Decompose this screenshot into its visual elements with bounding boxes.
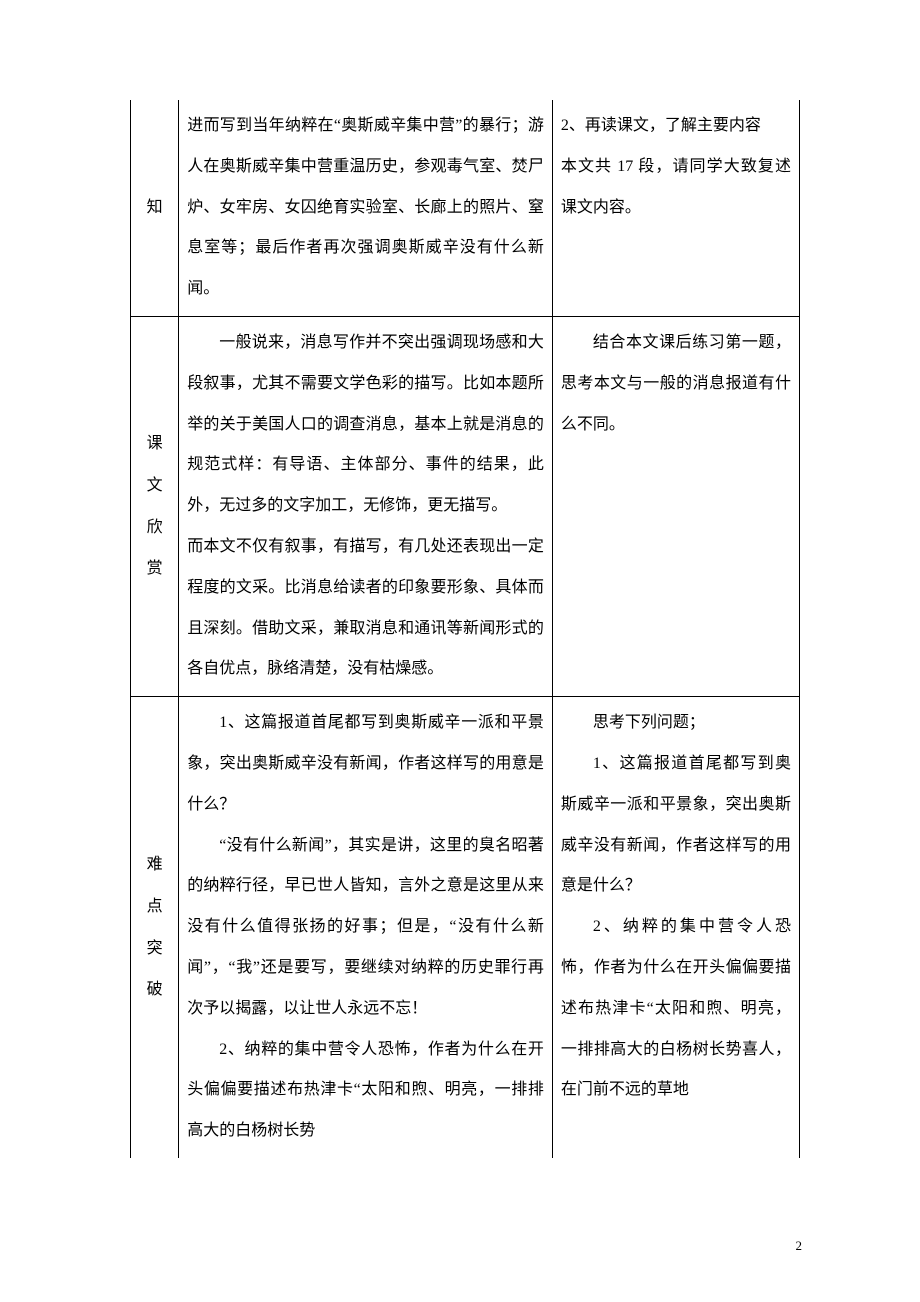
table-row: 难点突破 1、这篇报道首尾都写到奥斯威辛一派和平景象，突出奥斯威辛没有新闻，作者…: [131, 697, 800, 1158]
row-label-cell: 难点突破: [131, 697, 179, 1158]
side-text: 思考下列问题； 1、这篇报道首尾都写到奥斯威辛一派和平景象，突出奥斯威辛没有新闻…: [553, 697, 799, 1117]
page-number: 2: [796, 1238, 803, 1254]
lesson-table: 知 进而写到当年纳粹在“奥斯威辛集中营”的暴行；游人在奥斯威辛集中营重温历史，参…: [130, 100, 800, 1158]
paragraph: 2、再读课文，了解主要内容: [561, 106, 791, 147]
paragraph: “没有什么新闻”，其实是讲，这里的臭名昭著的纳粹行径，早已世人皆知，言外之意是这…: [187, 826, 544, 1030]
paragraph: 1、这篇报道首尾都写到奥斯威辛一派和平景象，突出奥斯威辛没有新闻，作者这样写的用…: [561, 744, 791, 907]
label-char: 欣: [147, 507, 163, 549]
paragraph: 思考下列问题；: [561, 703, 791, 744]
main-cell: 一般说来，消息写作并不突出强调现场感和大段叙事，尤其不需要文学色彩的描写。比如本…: [179, 316, 553, 696]
side-cell: 2、再读课文，了解主要内容 本文共 17 段，请同学大致复述课文内容。: [552, 100, 799, 316]
label-char: 课: [147, 423, 163, 465]
paragraph: 而本文不仅有叙事，有描写，有几处还表现出一定程度的文采。比消息给读者的印象要形象…: [187, 527, 544, 690]
side-cell: 思考下列问题； 1、这篇报道首尾都写到奥斯威辛一派和平景象，突出奥斯威辛没有新闻…: [552, 697, 799, 1158]
paragraph: 2、纳粹的集中营令人恐怖，作者为什么在开头偏偏要描述布热津卡“太阳和煦、明亮，一…: [561, 907, 791, 1111]
table-row: 课文欣赏 一般说来，消息写作并不突出强调现场感和大段叙事，尤其不需要文学色彩的描…: [131, 316, 800, 696]
label-char: 赏: [147, 548, 163, 590]
row-label: 知: [131, 187, 178, 229]
table-row: 知 进而写到当年纳粹在“奥斯威辛集中营”的暴行；游人在奥斯威辛集中营重温历史，参…: [131, 100, 800, 316]
label-char: 突: [147, 928, 163, 970]
side-cell: 结合本文课后练习第一题，思考本文与一般的消息报道有什么不同。: [552, 316, 799, 696]
label-char: 文: [147, 465, 163, 507]
paragraph: 进而写到当年纳粹在“奥斯威辛集中营”的暴行；游人在奥斯威辛集中营重温历史，参观毒…: [187, 106, 544, 310]
label-char: 难: [147, 844, 163, 886]
main-cell: 进而写到当年纳粹在“奥斯威辛集中营”的暴行；游人在奥斯威辛集中营重温历史，参观毒…: [179, 100, 553, 316]
label-char: 破: [147, 969, 163, 1011]
row-label: 课文欣赏: [131, 423, 178, 589]
side-text: 结合本文课后练习第一题，思考本文与一般的消息报道有什么不同。: [553, 317, 799, 451]
document-page: 知 进而写到当年纳粹在“奥斯威辛集中营”的暴行；游人在奥斯威辛集中营重温历史，参…: [0, 0, 920, 1302]
row-label-cell: 知: [131, 100, 179, 316]
main-text: 一般说来，消息写作并不突出强调现场感和大段叙事，尤其不需要文学色彩的描写。比如本…: [179, 317, 552, 696]
paragraph: 2、纳粹的集中营令人恐怖，作者为什么在开头偏偏要描述布热津卡“太阳和煦、明亮，一…: [187, 1030, 544, 1152]
paragraph: 本文共 17 段，请同学大致复述课文内容。: [561, 147, 791, 229]
row-label-cell: 课文欣赏: [131, 316, 179, 696]
label-char: 知: [147, 187, 163, 229]
main-text: 1、这篇报道首尾都写到奥斯威辛一派和平景象，突出奥斯威辛没有新闻，作者这样写的用…: [179, 697, 552, 1158]
paragraph: 一般说来，消息写作并不突出强调现场感和大段叙事，尤其不需要文学色彩的描写。比如本…: [187, 323, 544, 527]
side-text: 2、再读课文，了解主要内容 本文共 17 段，请同学大致复述课文内容。: [553, 100, 799, 234]
main-cell: 1、这篇报道首尾都写到奥斯威辛一派和平景象，突出奥斯威辛没有新闻，作者这样写的用…: [179, 697, 553, 1158]
label-char: 点: [147, 886, 163, 928]
row-label: 难点突破: [131, 844, 178, 1010]
paragraph: 1、这篇报道首尾都写到奥斯威辛一派和平景象，突出奥斯威辛没有新闻，作者这样写的用…: [187, 703, 544, 825]
main-text: 进而写到当年纳粹在“奥斯威辛集中营”的暴行；游人在奥斯威辛集中营重温历史，参观毒…: [179, 100, 552, 316]
paragraph: 结合本文课后练习第一题，思考本文与一般的消息报道有什么不同。: [561, 323, 791, 445]
